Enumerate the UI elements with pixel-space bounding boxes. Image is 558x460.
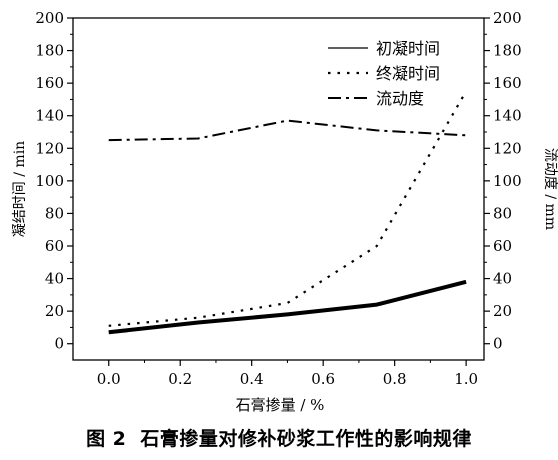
legend-label-1: 初凝时间: [376, 39, 440, 58]
left-y-tick-label: 140: [35, 107, 64, 125]
left-y-tick-label: 160: [35, 74, 64, 92]
x-tick-label: 1.0: [454, 370, 478, 388]
right-y-tick-label: 20: [493, 302, 512, 320]
left-y-tick-label: 120: [35, 139, 64, 157]
x-tick-label: 0.4: [240, 370, 264, 388]
x-tick-label: 0.6: [311, 370, 335, 388]
right-y-tick-label: 40: [493, 270, 512, 288]
right-y-tick-label: 160: [493, 74, 522, 92]
x-tick-label: 0.2: [168, 370, 192, 388]
figure-number: 图 2: [86, 428, 127, 450]
right-y-tick-label: 140: [493, 107, 522, 125]
figure-title: 石膏掺量对修补砂浆工作性的影响规律: [140, 428, 472, 450]
x-axis-label: 石膏掺量 / %: [236, 396, 325, 414]
x-tick-label: 0.0: [97, 370, 121, 388]
plot-frame: [72, 17, 485, 361]
chart: 0.0 0.2 0.4 0.6 0.8 1.0 0 0 20 20 40 40 60 60 80 80 100 1…: [12, 9, 558, 414]
left-y-tick-label: 0: [54, 335, 64, 353]
left-y-tick-label: 180: [35, 42, 64, 60]
legend-label-3: 流动度: [376, 89, 424, 108]
axis-ticks: 0.0 0.2 0.4 0.6 0.8 1.0 0 0 20 20 40 40 60 60 80 80 100 1…: [35, 9, 521, 388]
right-y-tick-label: 180: [493, 42, 522, 60]
right-y-tick-label: 0: [493, 335, 503, 353]
right-y-tick-label: 100: [493, 172, 522, 190]
left-y-tick-label: 40: [45, 270, 64, 288]
x-tick-label: 0.8: [383, 370, 407, 388]
left-axis-label: 凝结时间 / min: [12, 141, 28, 237]
series-line-2: [108, 90, 468, 327]
right-y-tick-label: 200: [493, 9, 522, 27]
legend-label-2: 终凝时间: [376, 64, 440, 83]
series-line-3: [108, 119, 467, 142]
series-line-1: [108, 279, 467, 335]
left-y-tick-label: 80: [45, 204, 64, 222]
left-y-tick-label: 100: [35, 172, 64, 190]
right-y-tick-label: 60: [493, 237, 512, 255]
left-y-tick-label: 200: [35, 9, 64, 27]
right-y-tick-label: 80: [493, 204, 512, 222]
right-axis-label: 流动度 / mm: [542, 148, 558, 230]
right-y-tick-label: 120: [493, 139, 522, 157]
series-lines: [108, 90, 468, 335]
left-y-tick-label: 20: [45, 302, 64, 320]
figure-caption: 图 2 石膏掺量对修补砂浆工作性的影响规律: [0, 424, 558, 451]
left-y-tick-label: 60: [45, 237, 64, 255]
